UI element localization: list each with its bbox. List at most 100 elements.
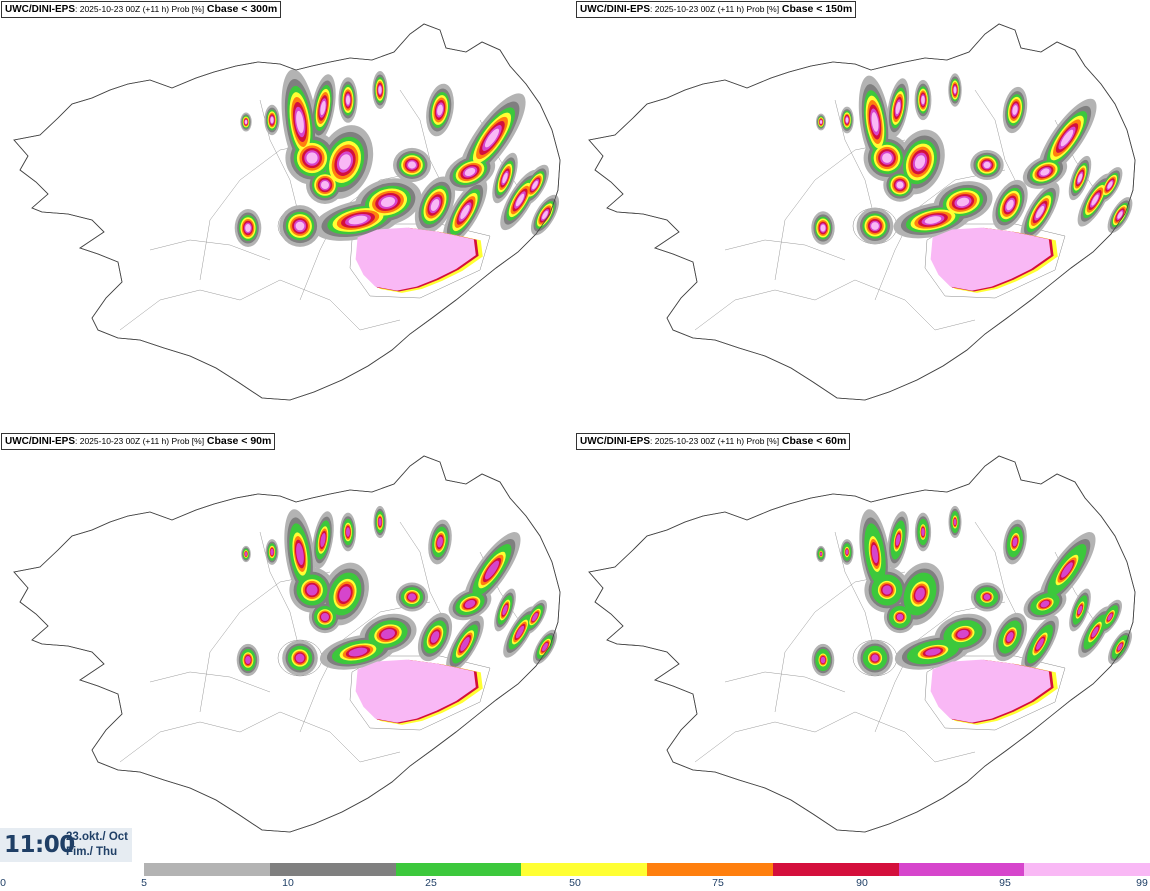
probability-contour (437, 536, 443, 548)
probability-contour (1107, 613, 1113, 621)
colorbar-tick-label: 75 (712, 877, 724, 889)
probability-contour (1061, 562, 1073, 578)
probability-contour (1035, 205, 1045, 219)
probability-contour (953, 86, 957, 94)
probability-contour (1006, 199, 1014, 211)
probability-contour (320, 532, 326, 548)
coastline (13, 455, 561, 833)
probability-contour (921, 95, 925, 105)
colorbar-tick-label: 50 (569, 877, 581, 889)
glacier-outline (924, 223, 1066, 299)
probability-contour (320, 100, 326, 116)
iceland-probability-map (13, 455, 561, 833)
probability-contour (306, 152, 318, 164)
probability-contour (408, 593, 416, 601)
probability-contour (1040, 600, 1050, 608)
probability-contour (464, 167, 476, 177)
probability-contour (378, 518, 382, 526)
probability-contour (270, 116, 274, 124)
probability-contour (244, 552, 248, 556)
probability-contour (871, 112, 879, 132)
colorbar-segment (269, 863, 396, 876)
probability-field (234, 69, 560, 293)
probability-contour (346, 527, 350, 537)
probability-contour (914, 155, 926, 169)
road-line (834, 99, 876, 221)
glacier-outline (349, 655, 491, 731)
road-line (399, 521, 451, 633)
probability-contour (953, 518, 957, 526)
probability-contour (484, 560, 500, 580)
probability-contour (430, 199, 440, 211)
probability-contour (437, 104, 443, 116)
probability-contour (296, 542, 304, 566)
probability-contour (502, 172, 508, 184)
probability-contour (1107, 181, 1113, 189)
colorbar-segment (521, 863, 647, 876)
probability-contour (930, 227, 1051, 291)
iceland-probability-map (588, 23, 1136, 401)
road-line (974, 521, 1026, 633)
colorbar-segment (898, 863, 1025, 876)
probability-contour (871, 544, 879, 564)
probability-contour (542, 642, 548, 652)
probability-contour (460, 637, 470, 651)
road-line (119, 711, 401, 763)
colorbar-tick-label: 99 (1136, 877, 1148, 889)
probability-field (811, 505, 1132, 725)
probability-field (811, 73, 1133, 293)
probability-contour (464, 599, 476, 609)
colorbar-tick-label: 90 (856, 877, 868, 889)
panel-title: UWC/DINI-EPS: 2025-10-23 00Z (+11 h) Pro… (1, 433, 276, 450)
valid-date: 23.okt./ Oct (66, 831, 128, 843)
probability-contour (532, 180, 538, 190)
probability-contour (1006, 632, 1014, 642)
probability-contour (515, 193, 525, 207)
probability-contour (339, 154, 351, 170)
panel-title: UWC/DINI-EPS: 2025-10-23 00Z (+11 h) Pro… (576, 1, 857, 18)
probability-contour (1060, 129, 1074, 147)
probability-contour (820, 656, 826, 664)
probability-contour (871, 654, 879, 662)
colorbar-tick-label: 95 (999, 877, 1011, 889)
road-line (724, 239, 846, 261)
colorbar-segment (772, 863, 899, 876)
probability-contour (956, 197, 970, 207)
probability-contour (819, 120, 823, 124)
road-line (149, 671, 271, 693)
probability-contour (882, 153, 892, 163)
probability-contour (430, 631, 440, 643)
probability-contour (925, 648, 941, 656)
probability-contour (820, 552, 822, 556)
probability-contour (1091, 626, 1099, 638)
probability-contour (245, 656, 251, 664)
probability-contour (532, 612, 538, 622)
probability-contour (381, 629, 395, 639)
probability-contour (896, 181, 904, 189)
probability-contour (244, 120, 248, 124)
panel-title: UWC/DINI-EPS: 2025-10-23 00Z (+11 h) Pro… (1, 1, 282, 18)
coastline-outline (588, 23, 1136, 401)
probability-contour (321, 181, 329, 189)
colorbar-tick-label: 25 (425, 877, 437, 889)
probability-contour (845, 549, 849, 555)
probability-contour (378, 86, 382, 94)
probability-contour (245, 224, 251, 232)
probability-contour (930, 659, 1051, 723)
probability-contour (296, 110, 304, 134)
probability-contour (1040, 168, 1050, 176)
coastline-outline (13, 23, 561, 401)
probability-contour (1036, 638, 1044, 650)
probability-contour (348, 647, 368, 657)
coastline-outline (13, 455, 561, 833)
probability-colorbar (144, 863, 1150, 876)
colorbar-tick-label: 5 (141, 877, 147, 889)
probability-contour (1117, 211, 1123, 219)
probability-contour (1012, 537, 1018, 547)
road-line (974, 89, 1026, 201)
probability-contour (484, 128, 500, 148)
probability-contour (871, 222, 879, 230)
probability-contour (1117, 643, 1123, 651)
probability-contour (1012, 105, 1018, 115)
probability-contour (820, 224, 826, 232)
